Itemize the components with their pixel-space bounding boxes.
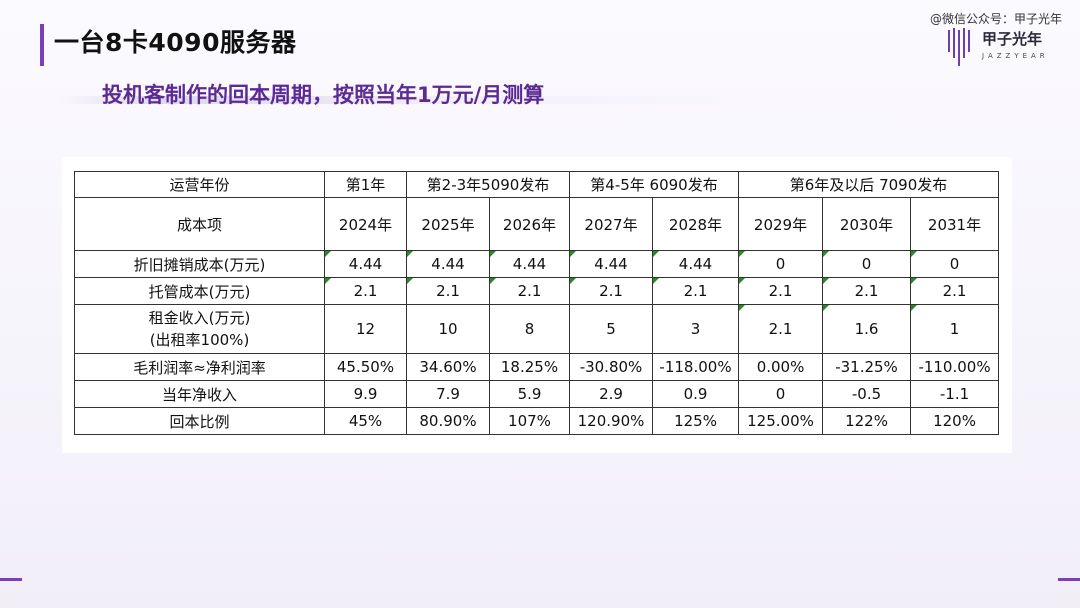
table-row: 折旧摊销成本(万元) 4.44 4.44 4.44 4.44 4.44 0 0 … <box>74 250 1000 278</box>
header-label: 运营年份 <box>74 171 325 198</box>
row-label-line: 租金收入(万元) <box>148 309 251 327</box>
table-cell: 2.1 <box>406 277 490 305</box>
table-cell: 5 <box>569 304 653 354</box>
header-row: 运营年份 第1年 第2-3年5090发布 第4-5年 6090发布 第6年及以后… <box>74 171 1000 198</box>
table-cell: 4.44 <box>406 250 490 278</box>
table-cell: 4.44 <box>489 250 570 278</box>
table-cell: 8 <box>489 304 570 354</box>
page-subtitle: 投机客制作的回本周期，按照当年1万元/月测算 <box>102 83 545 107</box>
row-label: 托管成本(万元) <box>74 277 325 305</box>
table-cell: 0.00% <box>738 353 824 381</box>
table-cell: -30.80% <box>569 353 653 381</box>
table-cell: 2.1 <box>822 277 912 305</box>
table-cell: -118.00% <box>651 353 740 381</box>
brand-subname: JAZZYEAR <box>982 52 1049 60</box>
table-cell: 4.44 <box>651 250 740 278</box>
wechat-attribution: @微信公众号：甲子光年 <box>929 12 1062 26</box>
table-cell: 10 <box>406 304 490 354</box>
table-cell: 120% <box>910 407 1000 435</box>
table-cell: 122% <box>822 407 912 435</box>
brand-name: 甲子光年 <box>982 30 1043 48</box>
table-row: 租金收入(万元) (出租率100%) 12 10 8 5 3 2.1 1.6 1 <box>74 304 1000 354</box>
table-cell: 2.1 <box>738 277 824 305</box>
table-cell: 1 <box>910 304 1000 354</box>
payback-table: 运营年份 第1年 第2-3年5090发布 第4-5年 6090发布 第6年及以后… <box>74 171 1000 435</box>
year-row-label: 成本项 <box>74 197 325 251</box>
table-cell: 34.60% <box>406 353 490 381</box>
row-label-line: (出租率100%) <box>149 331 250 349</box>
table-cell: -31.25% <box>822 353 912 381</box>
table-cell: 9.9 <box>324 380 407 408</box>
subtitle-highlight <box>56 96 756 104</box>
table-cell: -1.1 <box>910 380 1000 408</box>
year-cell: 2027年 <box>569 197 653 251</box>
table-row: 托管成本(万元) 2.1 2.1 2.1 2.1 2.1 2.1 2.1 2.1 <box>74 277 1000 305</box>
table-cell: 2.9 <box>569 380 653 408</box>
table-cell: 7.9 <box>406 380 490 408</box>
brand-logo-icon <box>948 28 970 66</box>
row-label: 租金收入(万元) (出租率100%) <box>74 304 325 354</box>
table-cell: 2.1 <box>910 277 1000 305</box>
year-cell: 2024年 <box>324 197 407 251</box>
table-cell: 1.6 <box>822 304 912 354</box>
row-label: 回本比例 <box>74 407 325 435</box>
table-cell: 80.90% <box>406 407 490 435</box>
group-year-4-5: 第4-5年 6090发布 <box>568 171 740 198</box>
table-cell: 125% <box>651 407 740 435</box>
footer-accent-left <box>0 578 22 581</box>
year-cell: 2029年 <box>738 197 824 251</box>
table-cell: 0.9 <box>651 380 740 408</box>
table-cell: 2.1 <box>569 277 653 305</box>
table-cell: 45% <box>324 407 407 435</box>
year-cell: 2031年 <box>910 197 1000 251</box>
table-cell: 45.50% <box>324 353 407 381</box>
row-label: 毛利润率≈净利润率 <box>74 353 325 381</box>
group-year-2-3: 第2-3年5090发布 <box>406 171 570 198</box>
table-cell: 12 <box>324 304 407 354</box>
table-cell: 18.25% <box>489 353 570 381</box>
table-cell: 3 <box>651 304 740 354</box>
table-cell: 107% <box>489 407 570 435</box>
table-cell: 2.1 <box>324 277 407 305</box>
table-row: 毛利润率≈净利润率 45.50% 34.60% 18.25% -30.80% -… <box>74 353 1000 381</box>
group-year-1: 第1年 <box>324 171 407 198</box>
table-card: 运营年份 第1年 第2-3年5090发布 第4-5年 6090发布 第6年及以后… <box>62 157 1012 453</box>
table-cell: 4.44 <box>569 250 653 278</box>
table-cell: 2.1 <box>738 304 824 354</box>
table-cell: 125.00% <box>738 407 824 435</box>
table-cell: 5.9 <box>489 380 570 408</box>
table-row: 当年净收入 9.9 7.9 5.9 2.9 0.9 0 -0.5 -1.1 <box>74 380 1000 408</box>
page-title: 一台8卡4090服务器 <box>54 28 297 57</box>
table-cell: 120.90% <box>569 407 653 435</box>
table-cell: 0 <box>738 380 824 408</box>
footer-accent-right <box>1058 578 1080 581</box>
year-cell: 2028年 <box>651 197 740 251</box>
table-cell: 0 <box>738 250 824 278</box>
table-cell: 2.1 <box>489 277 570 305</box>
table-cell: -0.5 <box>822 380 912 408</box>
table-cell: 4.44 <box>324 250 407 278</box>
title-accent-bar <box>40 24 44 66</box>
table-cell: 0 <box>822 250 912 278</box>
group-year-6-plus: 第6年及以后 7090发布 <box>738 171 1000 198</box>
table-cell: 2.1 <box>651 277 740 305</box>
year-row: 成本项 2024年 2025年 2026年 2027年 2028年 2029年 … <box>74 197 1000 251</box>
table-row: 回本比例 45% 80.90% 107% 120.90% 125% 125.00… <box>74 407 1000 435</box>
year-cell: 2025年 <box>406 197 490 251</box>
row-label: 折旧摊销成本(万元) <box>74 250 325 278</box>
year-cell: 2026年 <box>489 197 570 251</box>
table-cell: -110.00% <box>910 353 1000 381</box>
row-label: 当年净收入 <box>74 380 325 408</box>
brand-logo: 甲子光年 JAZZYEAR <box>946 22 1066 70</box>
table-cell: 0 <box>910 250 1000 278</box>
year-cell: 2030年 <box>822 197 912 251</box>
